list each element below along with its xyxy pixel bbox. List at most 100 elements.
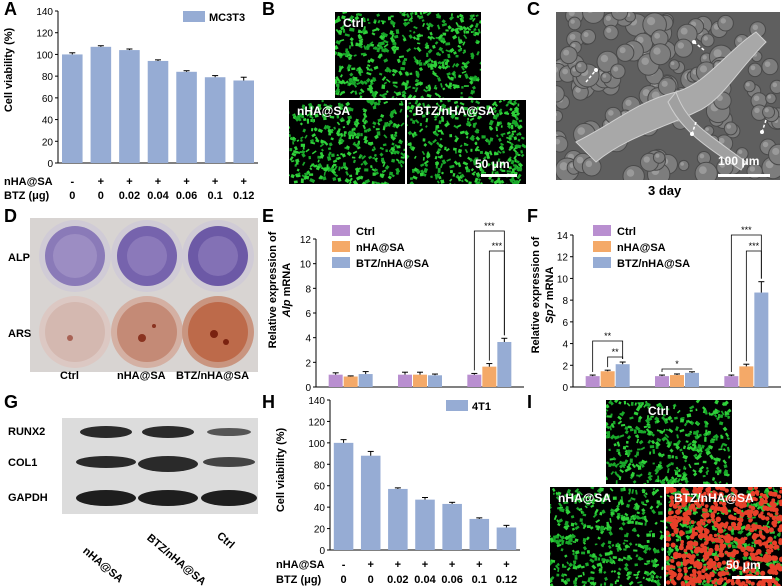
cell-mark <box>673 469 678 473</box>
cell-mark <box>480 161 484 164</box>
cell-mark <box>344 110 350 114</box>
cell-mark <box>327 128 333 134</box>
row1-value: + <box>503 559 509 571</box>
dead-cell-mark <box>683 548 688 553</box>
cell-mark <box>383 81 388 85</box>
cell-mark <box>387 68 392 73</box>
cell-mark <box>459 130 465 135</box>
cell-mark <box>590 500 595 505</box>
cell-mark <box>702 579 707 584</box>
dead-cell-mark <box>691 527 696 532</box>
panel-label-b: B <box>262 0 275 19</box>
cell-mark <box>643 482 647 484</box>
cell-mark <box>409 19 413 23</box>
cell-mark <box>626 449 631 456</box>
cell-mark <box>392 136 397 141</box>
dead-cell-mark <box>772 519 778 525</box>
cell-mark <box>506 131 511 135</box>
cell-mark <box>314 113 319 118</box>
cell-mark <box>344 33 350 37</box>
dead-cell-mark <box>757 513 763 519</box>
cell-mark <box>442 87 446 91</box>
cell-mark <box>422 138 426 142</box>
cell-mark <box>461 16 465 20</box>
cell-mark <box>381 157 385 163</box>
cell-mark <box>296 114 302 119</box>
cell-mark <box>485 138 490 143</box>
cell-mark <box>392 24 396 28</box>
dead-cell-mark <box>670 510 674 515</box>
cell-mark <box>653 579 658 584</box>
cell-mark <box>457 44 462 48</box>
cell-mark <box>391 73 396 77</box>
cell-mark <box>456 15 460 19</box>
particle <box>556 85 565 103</box>
cell-mark <box>625 557 631 561</box>
dead-cell-mark <box>777 565 782 572</box>
cell-mark <box>368 155 373 160</box>
panel-i-scale-text: 50 μm <box>726 558 761 572</box>
cell-mark <box>589 494 593 498</box>
dead-cell-mark <box>763 499 768 504</box>
cell-mark <box>662 428 666 433</box>
cell-mark <box>337 177 342 182</box>
cell-mark <box>436 14 442 19</box>
cell-mark <box>645 571 651 577</box>
cell-mark <box>391 158 396 163</box>
cell-mark <box>652 449 656 454</box>
panel-d-col-ctrl: Ctrl <box>60 370 79 382</box>
cell-mark <box>645 418 651 425</box>
cell-mark <box>488 140 492 146</box>
cell-mark <box>649 475 653 478</box>
cell-mark <box>300 115 305 119</box>
particle-highlight <box>569 33 576 40</box>
cell-mark <box>652 462 655 465</box>
cell-mark <box>595 508 599 513</box>
cell-mark <box>329 166 334 172</box>
dead-cell-mark <box>671 523 677 530</box>
cell-mark <box>599 583 603 586</box>
cell-mark <box>626 503 630 508</box>
cell-mark <box>357 29 361 34</box>
cell-mark <box>380 31 386 36</box>
dead-cell-mark <box>710 494 715 500</box>
legend-swatch <box>332 225 350 236</box>
cell-mark <box>326 105 330 108</box>
cell-mark <box>422 12 428 15</box>
cell-mark <box>622 445 627 450</box>
particle <box>765 92 777 105</box>
cell-mark <box>349 72 354 77</box>
cell-mark <box>422 102 426 107</box>
cell-mark <box>634 563 639 567</box>
cell-mark <box>357 34 363 40</box>
cell-mark <box>422 173 427 177</box>
cell-mark <box>395 167 401 174</box>
cell-mark <box>366 100 372 104</box>
dead-cell-mark <box>673 514 678 519</box>
cell-mark <box>622 541 626 546</box>
cell-mark <box>636 533 640 538</box>
cell-mark <box>692 510 697 516</box>
cell-mark <box>662 414 666 417</box>
particle-highlight <box>587 12 593 14</box>
cell-mark <box>704 437 707 442</box>
cell-mark <box>445 49 451 53</box>
cell-mark <box>416 59 419 65</box>
cell-mark <box>643 515 647 518</box>
dead-cell-mark <box>691 568 697 574</box>
cell-mark <box>671 476 675 480</box>
dead-cell-mark <box>666 571 669 575</box>
cell-mark <box>715 470 719 474</box>
arrow-head <box>760 130 764 134</box>
cell-mark <box>508 166 512 170</box>
cell-mark <box>649 445 655 449</box>
cell-mark <box>607 540 612 545</box>
cell-mark <box>323 124 328 130</box>
cell-mark <box>646 539 650 543</box>
cell-mark <box>445 42 451 46</box>
cell-mark <box>360 162 364 166</box>
cell-mark <box>675 466 679 470</box>
cell-mark <box>650 559 655 564</box>
cell-mark <box>689 446 694 451</box>
cell-mark <box>647 417 653 422</box>
